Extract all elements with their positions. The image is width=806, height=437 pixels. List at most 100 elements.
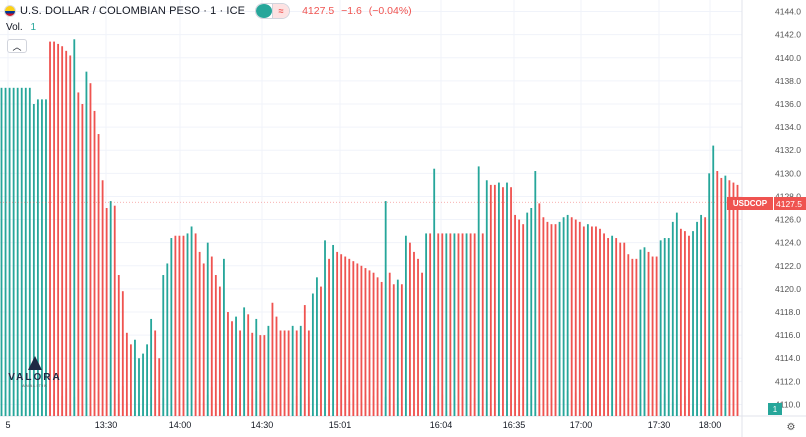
price-bar: [125, 332, 128, 416]
price-bar: [465, 233, 468, 416]
y-tick-label: 4112.0: [775, 376, 801, 386]
symbol-header[interactable]: U.S. DOLLAR / COLOMBIAN PESO · 1 · ICE ≈…: [4, 2, 416, 20]
price-bar: [404, 235, 407, 416]
price-bar: [150, 318, 153, 416]
price-bar: [550, 224, 553, 416]
price-bar: [675, 212, 678, 416]
price-bar: [409, 242, 411, 416]
price-bar: [247, 314, 250, 416]
price-bar: [502, 187, 504, 416]
price-bar: [449, 233, 452, 416]
price-bar: [117, 275, 120, 416]
x-tick-label: 17:30: [648, 420, 671, 430]
price-bar: [271, 302, 274, 416]
price-bar: [291, 325, 294, 416]
price-bar: [631, 258, 634, 416]
price-bar: [328, 258, 330, 416]
price-bar: [522, 224, 525, 416]
y-tick-label: 4110.0: [775, 399, 801, 409]
price-bar: [562, 217, 565, 416]
y-tick-label: 4114.0: [775, 353, 801, 363]
price-bar: [671, 221, 674, 416]
price-bar: [526, 212, 529, 416]
price-bar: [162, 275, 165, 416]
logo-mark-icon: [28, 356, 42, 370]
price-bar: [493, 184, 496, 416]
price-bar: [154, 330, 157, 416]
price-bar: [348, 258, 351, 416]
price-bar: [299, 325, 302, 416]
price-bar: [599, 228, 601, 416]
price-bar: [514, 214, 516, 416]
price-bar: [643, 247, 646, 416]
price-bar: [716, 171, 719, 416]
price-bar: [81, 104, 84, 416]
price-bar: [178, 235, 181, 416]
price-bar: [146, 344, 148, 416]
price-bar: [344, 256, 347, 416]
price-bar: [49, 41, 51, 416]
price-bar: [93, 110, 96, 416]
price-bar: [445, 233, 448, 416]
price-bar: [530, 208, 533, 416]
price-bar: [16, 87, 19, 417]
price-bar: [255, 318, 258, 416]
price-bar: [651, 256, 654, 416]
volume-legend[interactable]: Vol. 1: [6, 22, 41, 33]
price-bar: [554, 224, 557, 416]
price-bar: [243, 307, 246, 416]
price-bar: [65, 50, 68, 416]
price-bar: [655, 256, 658, 416]
collapse-legend-button[interactable]: ︿: [7, 39, 27, 53]
market-open-icon: [256, 4, 274, 18]
colombia-flag-icon: [4, 5, 16, 17]
price-bar: [546, 221, 549, 416]
price-bar: [352, 261, 355, 416]
price-bar: [311, 293, 314, 416]
settings-gear-icon[interactable]: ⚙: [786, 421, 796, 433]
price-bar: [267, 325, 270, 416]
market-status-pill[interactable]: ≈: [255, 3, 291, 19]
y-tick-label: 4126.0: [775, 215, 801, 225]
price-bar: [113, 205, 116, 416]
y-tick-label: 4124.0: [775, 238, 801, 248]
price-bar: [497, 182, 500, 416]
price-bar: [142, 353, 144, 416]
price-bar: [732, 182, 735, 416]
x-tick-label: 17:00: [570, 420, 593, 430]
price-bar: [578, 221, 581, 416]
price-info: 4127.5 −1.6 (−0.04%): [302, 5, 416, 17]
price-bar: [591, 226, 593, 416]
price-bar: [663, 238, 666, 416]
price-bar: [368, 270, 371, 416]
delayed-data-icon: ≈: [273, 4, 290, 18]
last-price-badge: 4127.5: [774, 197, 806, 210]
price-bar: [12, 87, 15, 417]
price-bar: [190, 226, 193, 416]
price-bar: [372, 272, 375, 416]
price-bar: [489, 184, 492, 416]
price-bar: [61, 46, 64, 416]
x-tick-label: 14:00: [169, 420, 192, 430]
y-tick-label: 4136.0: [775, 99, 801, 109]
price-change-pct: (−0.04%): [368, 5, 412, 17]
price-bar: [477, 166, 480, 416]
price-bar: [684, 231, 686, 416]
price-bar: [720, 177, 723, 416]
price-bar: [615, 238, 618, 416]
price-bar: [206, 242, 209, 416]
price-bar: [295, 330, 298, 416]
price-bar: [647, 251, 650, 416]
price-bar: [263, 335, 266, 416]
y-tick-label: 4118.0: [775, 307, 801, 317]
price-bar: [364, 268, 367, 416]
price-bar: [708, 173, 711, 416]
y-tick-label: 4116.0: [775, 330, 801, 340]
price-bar: [728, 180, 731, 416]
price-bar: [360, 265, 363, 416]
price-bar: [635, 258, 638, 416]
price-bar: [724, 175, 727, 416]
price-bar: [324, 240, 326, 416]
price-bar: [8, 87, 11, 417]
